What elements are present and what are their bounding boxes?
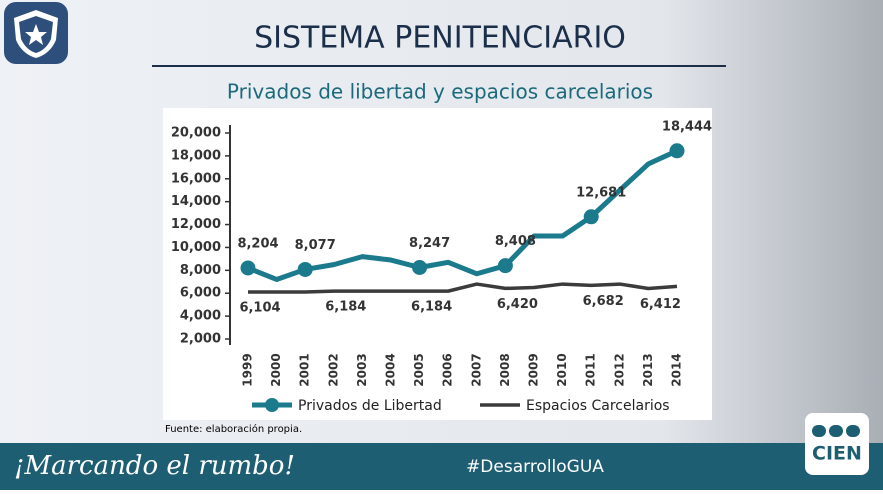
point [583, 209, 599, 225]
x-tick-label: 2004 [384, 353, 398, 386]
x-tick-label: 2013 [641, 353, 655, 386]
y-tick-label: 4,000 [180, 309, 221, 324]
y-tick-label: 16,000 [171, 171, 221, 186]
point [412, 260, 428, 276]
x-tick-label: 2014 [670, 353, 684, 386]
data-label: 8,077 [295, 238, 336, 253]
data-label: 8,204 [237, 236, 278, 251]
chart: 2,000 4,000 6,000 8,000 10,000 12,000 14,000 16… [171, 119, 712, 414]
x-tick-label: 2003 [355, 353, 369, 386]
data-label: 6,412 [640, 297, 681, 312]
logo-text: CIEN [812, 443, 862, 465]
y-tick-label: 8,000 [180, 263, 221, 278]
app-icon [4, 2, 68, 64]
source-note: Fuente: elaboración propia. [165, 423, 302, 435]
x-tick-label: 2009 [527, 353, 541, 386]
hashtag: #DesarrolloGUA [466, 457, 604, 477]
x-tick-label: 2002 [326, 353, 340, 386]
x-tick-label: 2000 [269, 353, 283, 386]
slide-title: SISTEMA PENITENCIARIO [254, 21, 626, 56]
y-tick-label: 14,000 [171, 194, 221, 209]
logo-dots [812, 425, 860, 437]
y-tick-label: 20,000 [171, 126, 221, 141]
x-tick-label: 2012 [612, 353, 626, 386]
data-label: 8,247 [409, 236, 450, 251]
point [669, 143, 685, 159]
slogan: ¡Marcando el rumbo! [14, 451, 295, 481]
x-tick-label: 1999 [241, 353, 255, 386]
y-tick-label: 12,000 [171, 217, 221, 232]
x-tick-label: 2010 [555, 353, 569, 386]
series-line [248, 282, 678, 294]
y-tick-label: 2,000 [180, 332, 221, 347]
data-label: 12,681 [576, 185, 626, 200]
point [497, 258, 513, 274]
data-label: 6,104 [239, 301, 280, 316]
x-tick-label: 2008 [498, 353, 512, 386]
x-tick-label: 2007 [469, 353, 483, 386]
x-tick-label: 2006 [441, 353, 455, 386]
data-label: 8,408 [495, 234, 536, 249]
data-label: 6,682 [583, 294, 624, 309]
series-line [247, 148, 679, 282]
subtitle: Privados de libertad y espacios carcelar… [227, 80, 653, 104]
legend-marker [265, 398, 279, 412]
x-tick-label: 2005 [412, 353, 426, 386]
x-tick-label: 2001 [298, 353, 312, 386]
x-tick-label: 2011 [584, 353, 598, 386]
data-label: 18,444 [662, 119, 712, 134]
point [297, 261, 313, 277]
y-tick-label: 18,000 [171, 148, 221, 163]
y-tick-label: 10,000 [171, 240, 221, 255]
point [240, 260, 256, 276]
y-tick-label: 6,000 [180, 286, 221, 301]
footer-band [0, 443, 883, 490]
legend-label: Privados de Libertad [298, 398, 442, 414]
data-label: 6,184 [325, 300, 366, 315]
data-label: 6,420 [497, 297, 538, 312]
data-label: 6,184 [411, 300, 452, 315]
legend-label: Espacios Carcelarios [526, 398, 670, 414]
